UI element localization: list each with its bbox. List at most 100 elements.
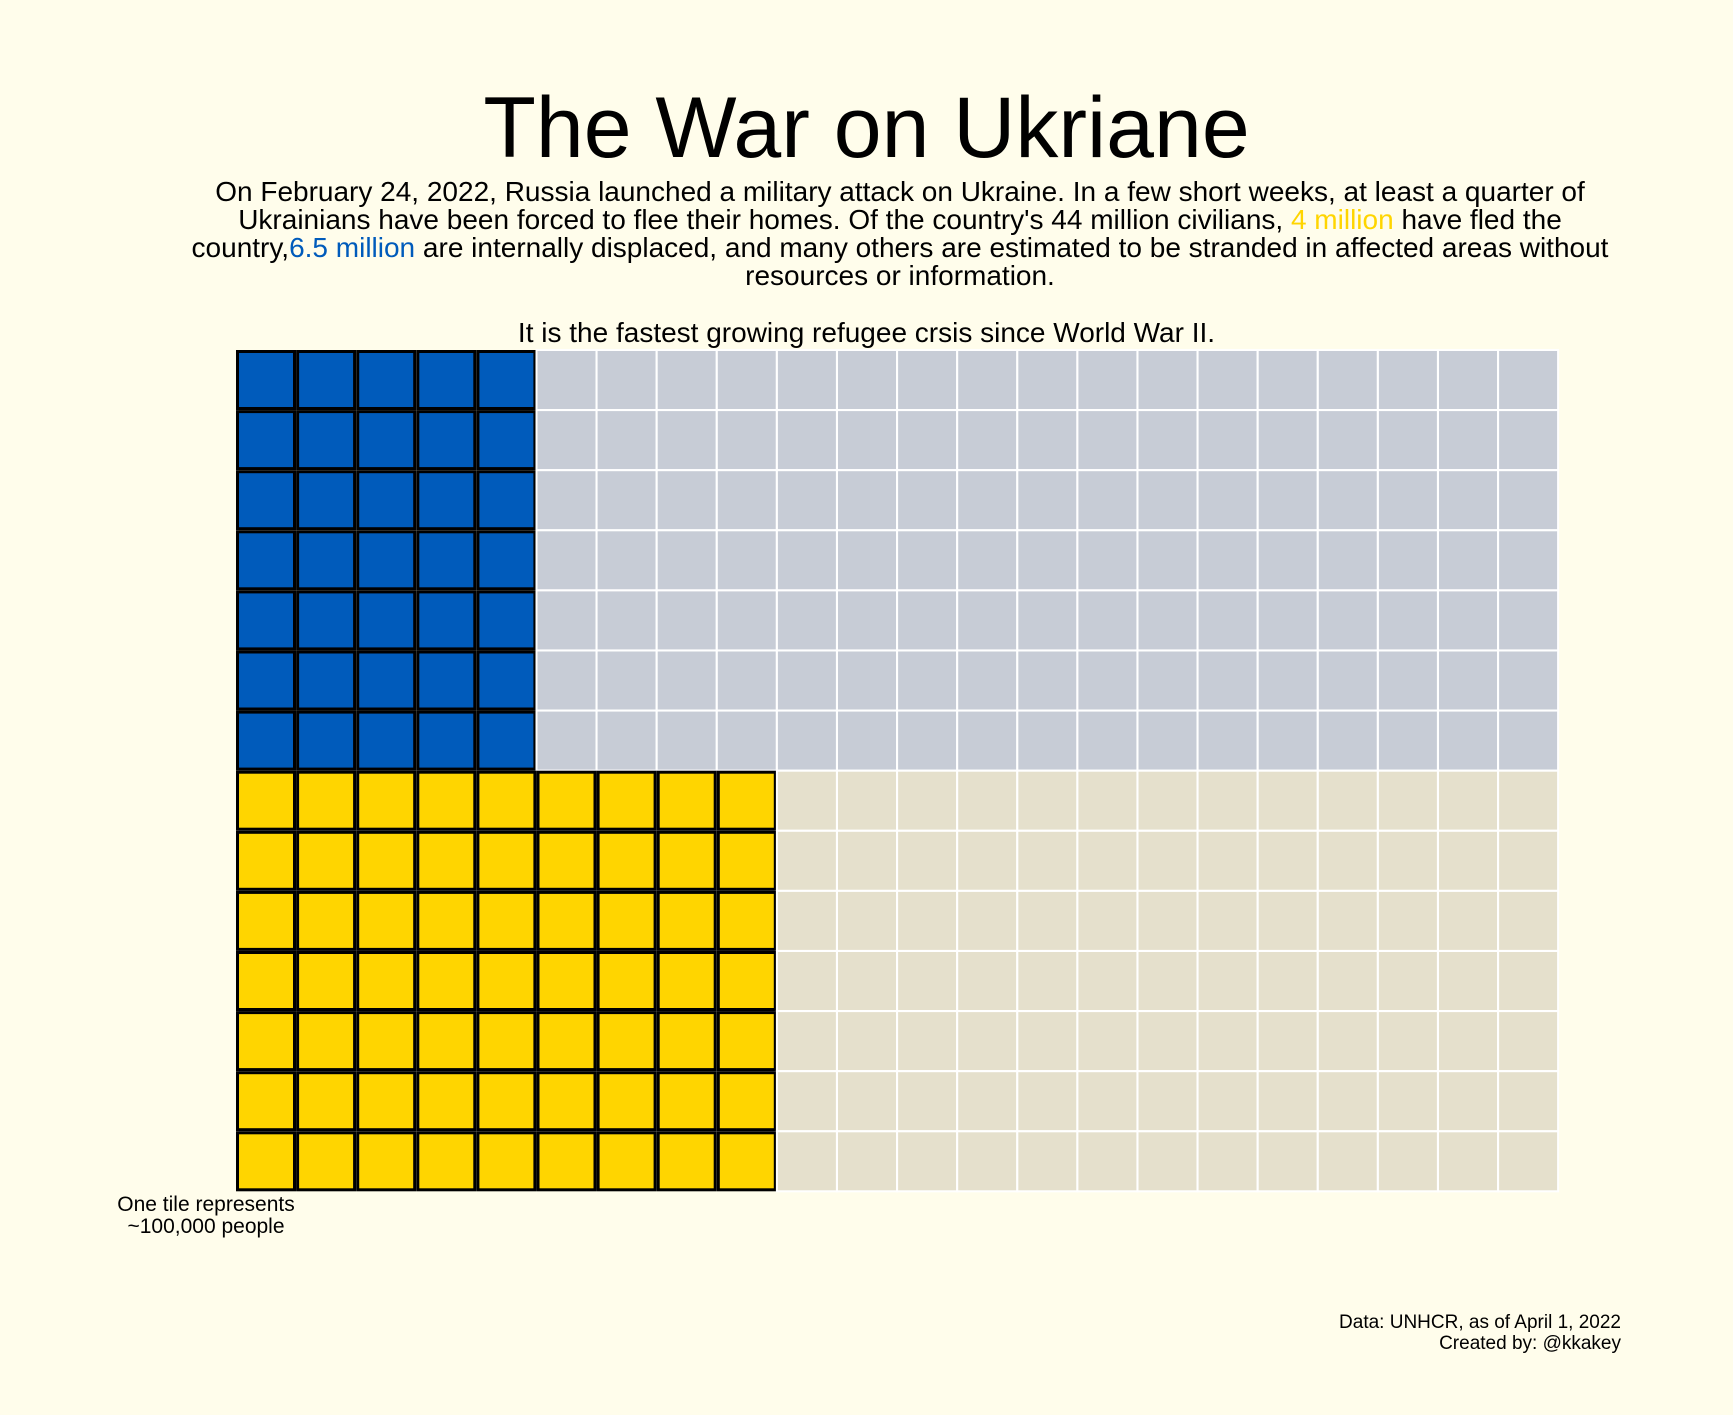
- empty-tile-yellow: [1497, 1070, 1560, 1133]
- empty-tile-yellow: [1437, 769, 1499, 832]
- filled-tile-yellow: [356, 830, 417, 891]
- empty-tile-blue: [1437, 529, 1499, 592]
- empty-tile-blue: [836, 649, 898, 712]
- filled-tile-blue: [476, 410, 537, 471]
- empty-tile-blue: [1437, 409, 1499, 472]
- filled-tile-yellow: [536, 1071, 597, 1132]
- empty-tile-blue: [1376, 469, 1439, 532]
- empty-tile-blue: [1256, 589, 1319, 652]
- empty-tile-yellow: [956, 829, 1019, 892]
- empty-tile-blue: [956, 349, 1019, 411]
- filled-tile-blue: [296, 350, 357, 410]
- empty-tile-blue: [1196, 709, 1259, 772]
- empty-tile-blue: [1497, 709, 1560, 772]
- filled-tile-yellow: [536, 770, 597, 831]
- filled-tile-yellow: [476, 1011, 537, 1072]
- empty-tile-yellow: [1376, 889, 1439, 952]
- empty-tile-yellow: [1016, 1010, 1079, 1073]
- empty-tile-blue: [775, 349, 838, 411]
- empty-tile-yellow: [1016, 950, 1079, 1012]
- filled-tile-yellow: [476, 890, 537, 951]
- empty-tile-blue: [535, 589, 598, 652]
- filled-tile-yellow: [716, 770, 777, 831]
- empty-tile-blue: [1376, 709, 1439, 772]
- empty-tile-yellow: [1256, 829, 1319, 892]
- empty-tile-blue: [1256, 529, 1319, 592]
- empty-tile-blue: [775, 409, 838, 472]
- empty-tile-blue: [775, 709, 838, 772]
- empty-tile-yellow: [1316, 829, 1379, 892]
- empty-tile-yellow: [1316, 889, 1379, 952]
- empty-tile-blue: [595, 409, 658, 472]
- empty-tile-yellow: [896, 889, 959, 952]
- empty-tile-yellow: [956, 950, 1019, 1012]
- empty-tile-blue: [655, 409, 718, 472]
- filled-tile-yellow: [236, 1071, 296, 1132]
- empty-tile-yellow: [896, 829, 959, 892]
- empty-tile-yellow: [1196, 769, 1259, 832]
- empty-tile-blue: [535, 649, 598, 712]
- empty-tile-yellow: [1136, 1130, 1199, 1193]
- empty-tile-yellow: [956, 1010, 1019, 1073]
- empty-tile-blue: [1196, 469, 1259, 532]
- empty-tile-yellow: [896, 769, 959, 832]
- empty-tile-blue: [1136, 649, 1199, 712]
- empty-tile-blue: [595, 529, 658, 592]
- filled-tile-yellow: [656, 951, 717, 1011]
- filled-tile-yellow: [296, 830, 357, 891]
- empty-tile-blue: [1437, 349, 1499, 411]
- empty-tile-blue: [1376, 589, 1439, 652]
- empty-tile-yellow: [956, 1130, 1019, 1193]
- empty-tile-blue: [535, 529, 598, 592]
- filled-tile-yellow: [236, 770, 296, 831]
- empty-tile-blue: [1316, 649, 1379, 712]
- filled-tile-blue: [476, 470, 537, 531]
- filled-tile-blue: [356, 410, 417, 471]
- empty-tile-blue: [1076, 649, 1139, 712]
- filled-tile-blue: [356, 470, 417, 531]
- empty-tile-yellow: [956, 769, 1019, 832]
- filled-tile-blue: [416, 650, 477, 711]
- empty-tile-yellow: [1376, 1070, 1439, 1133]
- empty-tile-blue: [1437, 589, 1499, 652]
- filled-tile-blue: [416, 710, 477, 771]
- empty-tile-blue: [655, 529, 718, 592]
- empty-tile-yellow: [836, 1010, 898, 1073]
- empty-tile-blue: [1016, 349, 1079, 411]
- empty-tile-yellow: [1497, 950, 1560, 1012]
- empty-tile-yellow: [1497, 829, 1560, 892]
- empty-tile-blue: [1136, 409, 1199, 472]
- filled-tile-blue: [236, 410, 296, 471]
- empty-tile-blue: [1316, 589, 1379, 652]
- empty-tile-blue: [1196, 649, 1259, 712]
- empty-tile-blue: [1497, 349, 1560, 411]
- filled-tile-yellow: [656, 1011, 717, 1072]
- empty-tile-blue: [1256, 349, 1319, 411]
- filled-tile-yellow: [416, 770, 477, 831]
- empty-tile-blue: [836, 409, 898, 472]
- filled-tile-yellow: [596, 830, 657, 891]
- filled-tile-yellow: [296, 890, 357, 951]
- empty-tile-blue: [1497, 589, 1560, 652]
- empty-tile-blue: [655, 589, 718, 652]
- empty-tile-yellow: [1376, 950, 1439, 1012]
- empty-tile-blue: [715, 409, 778, 472]
- empty-tile-yellow: [775, 950, 838, 1012]
- empty-tile-blue: [1376, 349, 1439, 411]
- empty-tile-blue: [775, 529, 838, 592]
- empty-tile-blue: [956, 709, 1019, 772]
- empty-tile-yellow: [1437, 889, 1499, 952]
- empty-tile-yellow: [775, 1130, 838, 1193]
- empty-tile-yellow: [1196, 1010, 1259, 1073]
- empty-tile-blue: [775, 589, 838, 652]
- empty-tile-blue: [1076, 709, 1139, 772]
- filled-tile-yellow: [716, 890, 777, 951]
- filled-tile-blue: [356, 350, 417, 410]
- empty-tile-blue: [655, 469, 718, 532]
- filled-tile-blue: [416, 410, 477, 471]
- empty-tile-yellow: [1196, 889, 1259, 952]
- empty-tile-blue: [1136, 349, 1199, 411]
- filled-tile-yellow: [596, 770, 657, 831]
- empty-tile-blue: [655, 649, 718, 712]
- empty-tile-yellow: [956, 1070, 1019, 1133]
